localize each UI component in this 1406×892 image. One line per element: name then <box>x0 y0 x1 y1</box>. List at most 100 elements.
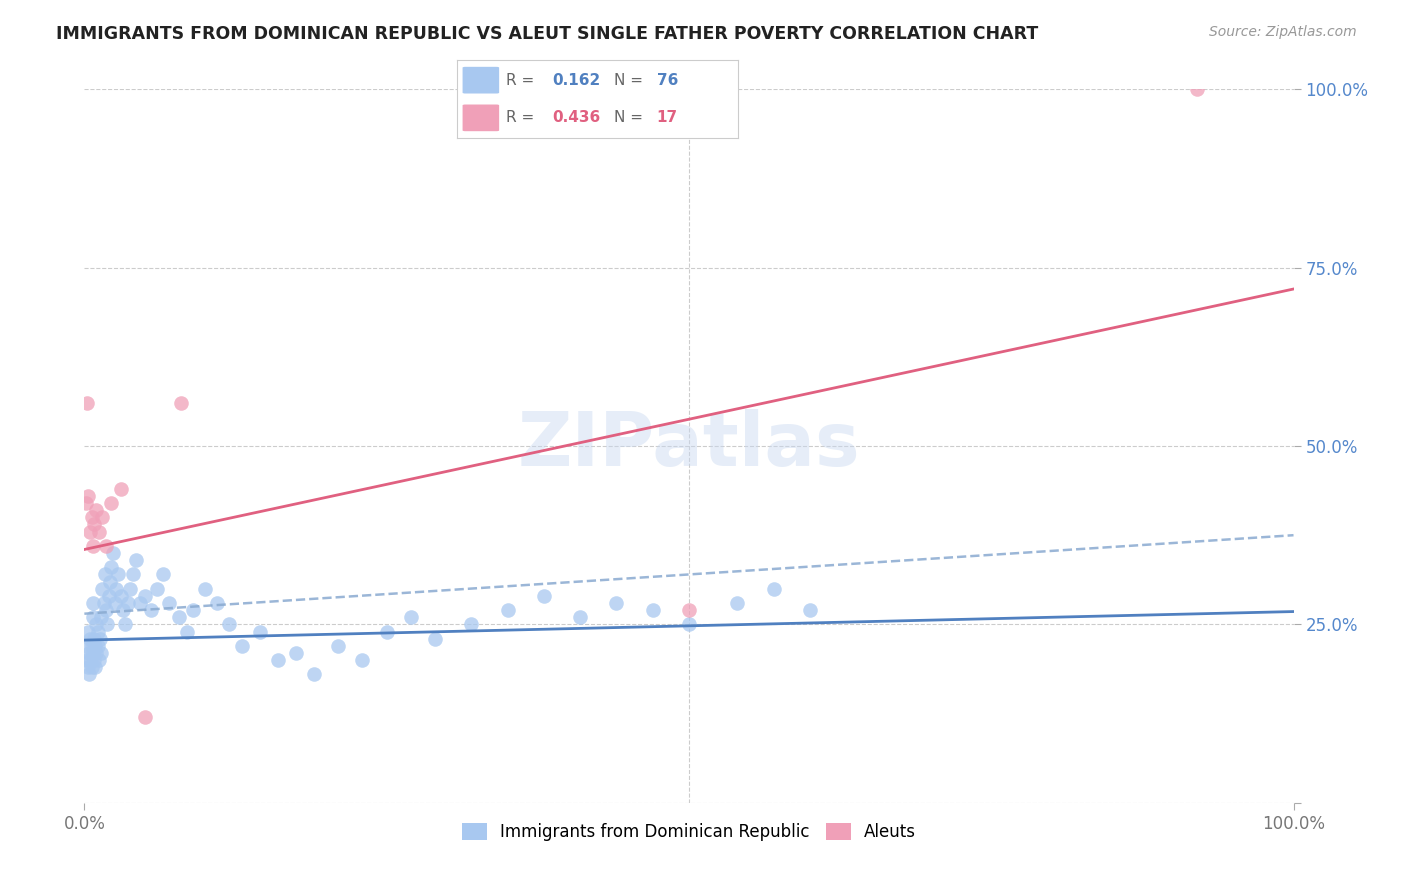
Point <box>80 510 103 524</box>
Point <box>83 653 105 667</box>
Point <box>605 596 627 610</box>
Point <box>104 596 127 610</box>
Point <box>762 582 785 596</box>
Point <box>84 660 107 674</box>
Point <box>284 646 308 660</box>
Point <box>496 603 519 617</box>
Point <box>77 646 100 660</box>
Point <box>100 496 122 510</box>
Point <box>110 589 132 603</box>
Point <box>725 596 748 610</box>
Point <box>82 610 104 624</box>
Point <box>86 624 108 639</box>
Point <box>77 667 100 681</box>
Point <box>82 646 104 660</box>
Point <box>375 624 398 639</box>
Point <box>84 639 107 653</box>
Point <box>77 660 100 674</box>
Text: 0.436: 0.436 <box>553 111 600 126</box>
Point <box>97 589 120 603</box>
Point <box>1185 82 1208 96</box>
Point <box>82 539 104 553</box>
Point <box>83 632 105 646</box>
Point <box>328 639 350 653</box>
Point <box>79 524 101 539</box>
Point <box>112 603 135 617</box>
Point <box>120 582 142 596</box>
Point <box>302 667 325 681</box>
Point <box>77 489 100 503</box>
Text: Source: ZipAtlas.com: Source: ZipAtlas.com <box>1209 25 1357 39</box>
Point <box>799 603 821 617</box>
Point <box>569 610 592 624</box>
Point <box>641 603 664 617</box>
Legend: Immigrants from Dominican Republic, Aleuts: Immigrants from Dominican Republic, Aleu… <box>456 816 922 848</box>
Point <box>77 624 100 639</box>
Point <box>114 617 136 632</box>
Text: 17: 17 <box>657 111 678 126</box>
Text: ZIPatlas: ZIPatlas <box>517 409 860 483</box>
Point <box>146 582 169 596</box>
Point <box>533 589 555 603</box>
Point <box>129 596 152 610</box>
Point <box>90 646 112 660</box>
Point <box>167 610 190 624</box>
Point <box>91 582 114 596</box>
Point <box>249 624 271 639</box>
Point <box>678 617 700 632</box>
Point <box>170 396 193 410</box>
Point <box>194 582 217 596</box>
Point <box>98 574 121 589</box>
Text: R =: R = <box>506 72 540 87</box>
Point <box>460 617 482 632</box>
Point <box>352 653 374 667</box>
Point <box>110 482 132 496</box>
Text: 76: 76 <box>657 72 678 87</box>
Point <box>86 639 108 653</box>
Point <box>82 596 104 610</box>
Point <box>134 710 156 724</box>
Point <box>80 639 103 653</box>
Point <box>231 639 253 653</box>
Point <box>76 396 98 410</box>
Point <box>107 567 129 582</box>
Point <box>83 517 105 532</box>
Point <box>91 510 114 524</box>
Point <box>157 596 180 610</box>
Point <box>76 639 98 653</box>
Text: N =: N = <box>614 72 648 87</box>
Point <box>423 632 446 646</box>
Point <box>267 653 290 667</box>
Point <box>399 610 422 624</box>
Point <box>125 553 148 567</box>
Point <box>152 567 174 582</box>
Point <box>75 653 97 667</box>
Point <box>103 546 125 560</box>
Point <box>87 524 110 539</box>
Point <box>100 560 122 574</box>
Point <box>87 653 110 667</box>
Point <box>94 603 117 617</box>
Point <box>678 603 700 617</box>
Point <box>93 596 115 610</box>
Point <box>181 603 204 617</box>
Point <box>134 589 156 603</box>
Point <box>86 503 108 517</box>
Point <box>79 632 101 646</box>
Point <box>90 610 112 624</box>
Point <box>94 567 117 582</box>
Point <box>104 582 127 596</box>
Text: IMMIGRANTS FROM DOMINICAN REPUBLIC VS ALEUT SINGLE FATHER POVERTY CORRELATION CH: IMMIGRANTS FROM DOMINICAN REPUBLIC VS AL… <box>56 25 1039 43</box>
Text: R =: R = <box>506 111 540 126</box>
Point <box>207 596 229 610</box>
Point <box>86 646 108 660</box>
FancyBboxPatch shape <box>463 104 499 131</box>
Point <box>94 539 117 553</box>
Text: 0.162: 0.162 <box>553 72 600 87</box>
Point <box>86 617 108 632</box>
Text: N =: N = <box>614 111 648 126</box>
Point <box>139 603 162 617</box>
Point <box>80 660 103 674</box>
FancyBboxPatch shape <box>463 67 499 94</box>
Point <box>75 496 97 510</box>
